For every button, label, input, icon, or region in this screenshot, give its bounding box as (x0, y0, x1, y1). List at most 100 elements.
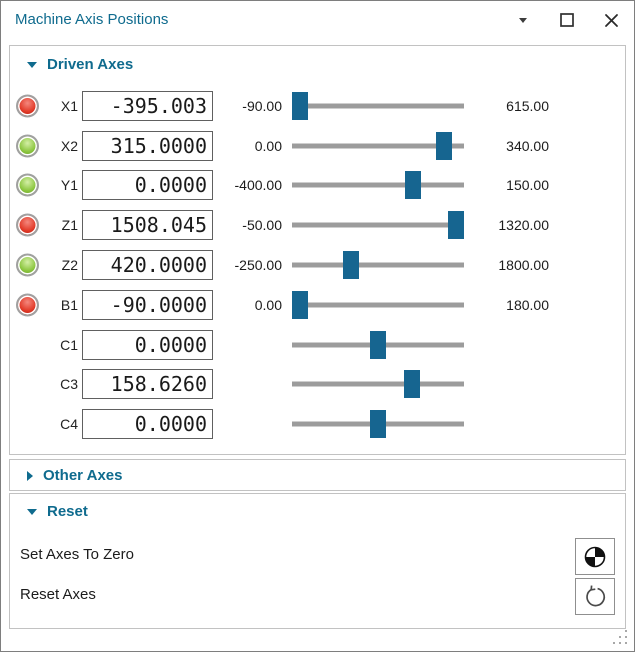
status-led (16, 293, 39, 317)
axis-row-c4: C4 (10, 404, 625, 444)
slider-max-label: 615.00 (506, 97, 549, 114)
slider-track[interactable] (292, 143, 464, 149)
slider-thumb[interactable] (370, 410, 386, 439)
slider-thumb[interactable] (436, 131, 453, 160)
axis-name-label: X2 (60, 137, 78, 154)
axis-value-input[interactable] (82, 369, 213, 400)
slider-thumb[interactable] (405, 171, 422, 200)
axis-slider[interactable] (292, 126, 464, 166)
axis-row-c3: C3 (10, 365, 625, 405)
slider-thumb[interactable] (404, 370, 421, 399)
reset-axes-label: Reset Axes (20, 586, 96, 603)
axis-name-label: C4 (60, 416, 78, 433)
axis-slider[interactable] (292, 205, 464, 245)
reset-axes-button[interactable] (575, 578, 615, 615)
slider-max-label: 340.00 (506, 137, 549, 154)
axis-name-label: Z2 (61, 257, 78, 274)
slider-track[interactable] (292, 381, 464, 387)
axis-name-label: C3 (60, 376, 78, 393)
slider-track[interactable] (292, 222, 464, 228)
axis-name-label: Z1 (61, 217, 78, 234)
axis-value-input[interactable] (82, 250, 213, 281)
status-led (16, 213, 39, 237)
axis-row-x1: X1 -90.00 615.00 (10, 86, 625, 126)
slider-min-label: -400.00 (234, 177, 282, 194)
slider-track[interactable] (292, 182, 464, 188)
slider-max-label: 180.00 (506, 296, 549, 313)
axis-row-y1: Y1 -400.00 150.00 (10, 166, 625, 206)
expander-open-icon (27, 508, 37, 515)
set-axes-to-zero-button[interactable] (575, 538, 615, 575)
axis-value-input[interactable] (82, 130, 213, 161)
axis-name-label: X1 (60, 97, 78, 114)
slider-thumb[interactable] (292, 91, 308, 120)
slider-thumb[interactable] (292, 290, 308, 319)
status-led (16, 134, 39, 158)
slider-max-label: 1800.00 (498, 257, 549, 274)
maximize-icon (560, 13, 574, 27)
chevron-down-icon (519, 17, 527, 23)
other-axes-expander[interactable]: Other Axes (10, 460, 625, 484)
slider-min-label: -250.00 (234, 257, 282, 274)
expander-open-icon (27, 61, 37, 68)
axis-name-label: B1 (60, 296, 78, 313)
axis-slider[interactable] (292, 86, 464, 126)
axis-value-input[interactable] (82, 210, 213, 241)
axis-value-input[interactable] (82, 90, 213, 121)
slider-min-label: -50.00 (242, 217, 282, 234)
axis-row-z2: Z2 -250.00 1800.00 (10, 245, 625, 285)
status-led (16, 253, 39, 277)
axis-row-b1: B1 0.00 180.00 (10, 285, 625, 325)
axis-slider[interactable] (292, 285, 464, 325)
axis-slider[interactable] (292, 365, 464, 405)
resize-grip-dots-icon (613, 630, 615, 632)
axis-name-label: C1 (60, 336, 78, 353)
axis-value-input[interactable] (82, 329, 213, 360)
axis-rows: X1 -90.00 615.00 X2 0.00 340.00 (10, 86, 625, 444)
set-axes-to-zero-label: Set Axes To Zero (20, 546, 134, 563)
axis-value-input[interactable] (82, 409, 213, 440)
axis-slider[interactable] (292, 325, 464, 365)
slider-min-label: -90.00 (242, 97, 282, 114)
slider-track[interactable] (292, 302, 464, 308)
axis-row-c1: C1 (10, 325, 625, 365)
reset-section-label: Reset (47, 503, 88, 520)
expander-closed-icon (27, 470, 33, 481)
titlebar-controls (512, 1, 622, 39)
status-led (16, 94, 39, 118)
rotate-ccw-icon (586, 585, 606, 606)
driven-axes-group: Driven Axes X1 -90.00 615.00 X2 0.00 (9, 45, 626, 455)
window-menu-button[interactable] (512, 7, 534, 33)
axis-value-input[interactable] (82, 289, 213, 320)
close-icon (604, 13, 618, 27)
axis-value-input[interactable] (82, 170, 213, 201)
resize-grip[interactable] (613, 630, 629, 646)
reset-group: Reset Set Axes To Zero Reset Axes (9, 493, 626, 629)
titlebar: Machine Axis Positions (1, 1, 634, 39)
close-button[interactable] (600, 7, 622, 33)
reset-expander[interactable]: Reset (10, 494, 625, 520)
slider-thumb[interactable] (343, 251, 359, 280)
status-led (16, 173, 39, 197)
other-axes-label: Other Axes (43, 467, 123, 484)
axis-row-x2: X2 0.00 340.00 (10, 126, 625, 166)
slider-min-label: 0.00 (254, 137, 282, 154)
datum-target-icon (584, 546, 606, 567)
axis-slider[interactable] (292, 245, 464, 285)
slider-track[interactable] (292, 262, 464, 268)
axis-name-label: Y1 (60, 177, 78, 194)
slider-max-label: 1320.00 (498, 217, 549, 234)
axis-row-z1: Z1 -50.00 1320.00 (10, 205, 625, 245)
slider-min-label: 0.00 (254, 296, 282, 313)
window-title: Machine Axis Positions (15, 11, 169, 28)
axis-slider[interactable] (292, 404, 464, 444)
slider-thumb[interactable] (448, 211, 464, 240)
slider-thumb[interactable] (370, 330, 386, 359)
driven-axes-expander[interactable]: Driven Axes (10, 46, 625, 73)
slider-track[interactable] (292, 103, 464, 109)
axis-slider[interactable] (292, 166, 464, 206)
slider-max-label: 150.00 (506, 177, 549, 194)
other-axes-group: Other Axes (9, 459, 626, 491)
maximize-button[interactable] (556, 7, 578, 33)
